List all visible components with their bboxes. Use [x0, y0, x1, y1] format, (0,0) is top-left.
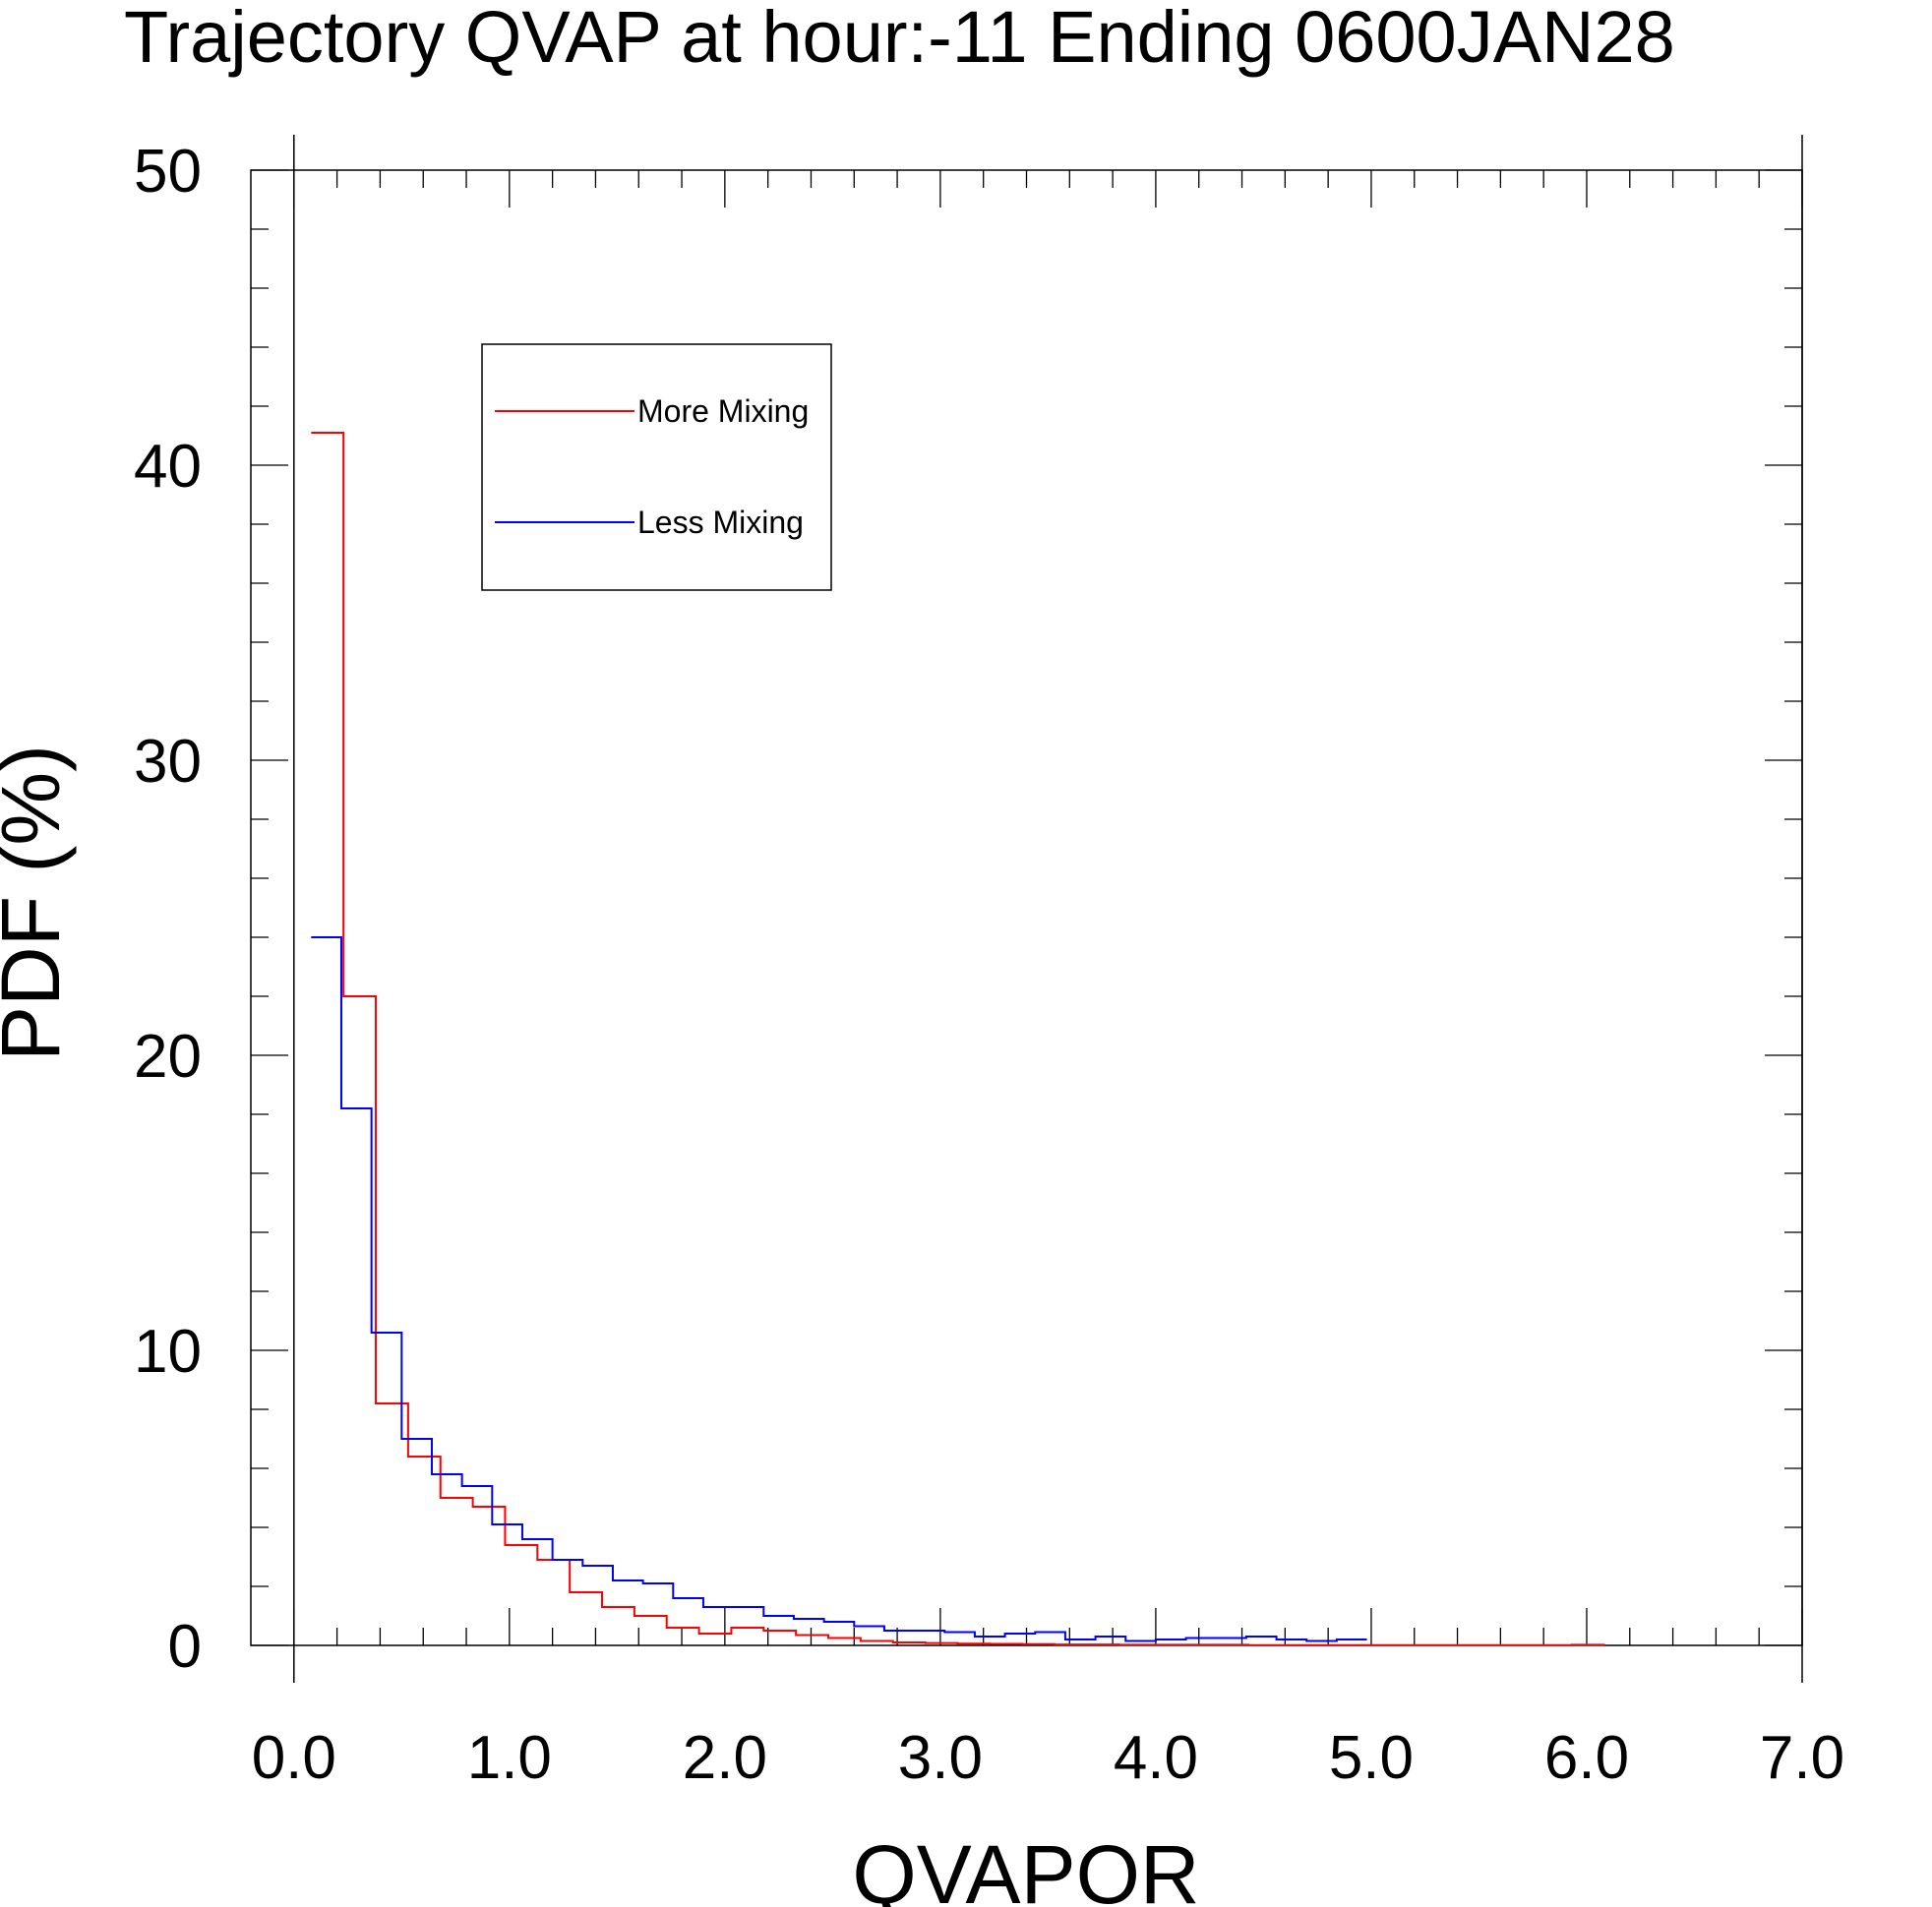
legend: More Mixing Less Mixing — [481, 343, 832, 591]
x-tick-label: 2.0 — [683, 1724, 767, 1792]
data-series — [311, 432, 1605, 1646]
series-line-more-mixing — [311, 432, 1605, 1646]
y-tick-label: 30 — [134, 728, 202, 796]
x-tick-label: 7.0 — [1760, 1724, 1844, 1792]
y-tick-label: 20 — [134, 1023, 202, 1091]
x-tick-label: 6.0 — [1544, 1724, 1629, 1792]
legend-label-less-mixing: Less Mixing — [637, 505, 804, 540]
chart-title: Trajectory QVAP at hour:-11 Ending 0600J… — [124, 0, 1675, 78]
legend-label-more-mixing: More Mixing — [637, 393, 809, 429]
x-tick-label: 3.0 — [898, 1724, 983, 1792]
axes: 0.0 1.0 2.0 3.0 4.0 5.0 6.0 7.0 0 10 20 30 40 50 — [134, 135, 1844, 1792]
y-tick-label: 10 — [134, 1318, 202, 1386]
x-tick-label: 0.0 — [252, 1724, 336, 1792]
x-tick-label: 5.0 — [1329, 1724, 1414, 1792]
y-tick-label: 40 — [134, 433, 202, 501]
y-axis-title: PDF (%) — [0, 745, 77, 1061]
legend-box — [481, 343, 832, 591]
x-tick-label: 4.0 — [1114, 1724, 1198, 1792]
x-tick-label: 1.0 — [467, 1724, 552, 1792]
x-axis-title: QVAPOR — [852, 1828, 1199, 1907]
y-tick-label: 50 — [134, 138, 202, 206]
y-tick-label: 0 — [168, 1613, 202, 1681]
series-line-less-mixing — [311, 936, 1367, 1642]
